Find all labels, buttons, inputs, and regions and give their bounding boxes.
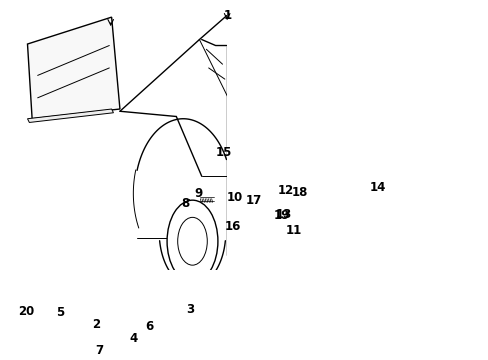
Circle shape bbox=[369, 193, 376, 204]
Text: 4: 4 bbox=[129, 332, 138, 345]
Text: 12: 12 bbox=[277, 184, 293, 197]
Text: 1: 1 bbox=[224, 9, 232, 22]
FancyBboxPatch shape bbox=[272, 188, 297, 221]
Text: 15: 15 bbox=[215, 146, 231, 159]
Text: 8: 8 bbox=[181, 197, 189, 210]
Polygon shape bbox=[27, 109, 113, 122]
Circle shape bbox=[29, 354, 35, 360]
Circle shape bbox=[124, 337, 126, 340]
Circle shape bbox=[275, 210, 280, 217]
Circle shape bbox=[44, 347, 50, 356]
Text: 2: 2 bbox=[92, 318, 100, 331]
Circle shape bbox=[180, 311, 186, 321]
Circle shape bbox=[122, 334, 128, 343]
Circle shape bbox=[66, 315, 72, 326]
Text: 9: 9 bbox=[194, 187, 202, 200]
Circle shape bbox=[67, 318, 70, 323]
Text: 10: 10 bbox=[226, 192, 243, 204]
Text: 17: 17 bbox=[245, 194, 261, 207]
Circle shape bbox=[182, 314, 184, 318]
Circle shape bbox=[167, 200, 218, 282]
Text: 11: 11 bbox=[285, 224, 302, 237]
Circle shape bbox=[251, 212, 253, 216]
Polygon shape bbox=[27, 17, 120, 119]
Text: 5: 5 bbox=[56, 306, 64, 319]
Text: 20: 20 bbox=[18, 305, 34, 318]
Circle shape bbox=[277, 212, 278, 215]
Text: 13: 13 bbox=[275, 208, 291, 221]
Circle shape bbox=[98, 348, 104, 359]
Circle shape bbox=[31, 357, 34, 360]
Text: 6: 6 bbox=[145, 320, 153, 333]
Circle shape bbox=[235, 204, 239, 212]
Text: 16: 16 bbox=[224, 220, 241, 233]
Text: 14: 14 bbox=[369, 181, 385, 194]
Circle shape bbox=[281, 202, 284, 206]
Text: 7: 7 bbox=[95, 344, 103, 357]
Circle shape bbox=[100, 351, 102, 356]
Circle shape bbox=[279, 199, 285, 209]
Circle shape bbox=[177, 217, 207, 265]
Text: 19: 19 bbox=[273, 208, 290, 222]
Circle shape bbox=[232, 201, 242, 216]
Circle shape bbox=[249, 209, 255, 218]
Circle shape bbox=[235, 212, 239, 220]
Text: 18: 18 bbox=[291, 186, 307, 199]
Text: 3: 3 bbox=[186, 303, 194, 316]
